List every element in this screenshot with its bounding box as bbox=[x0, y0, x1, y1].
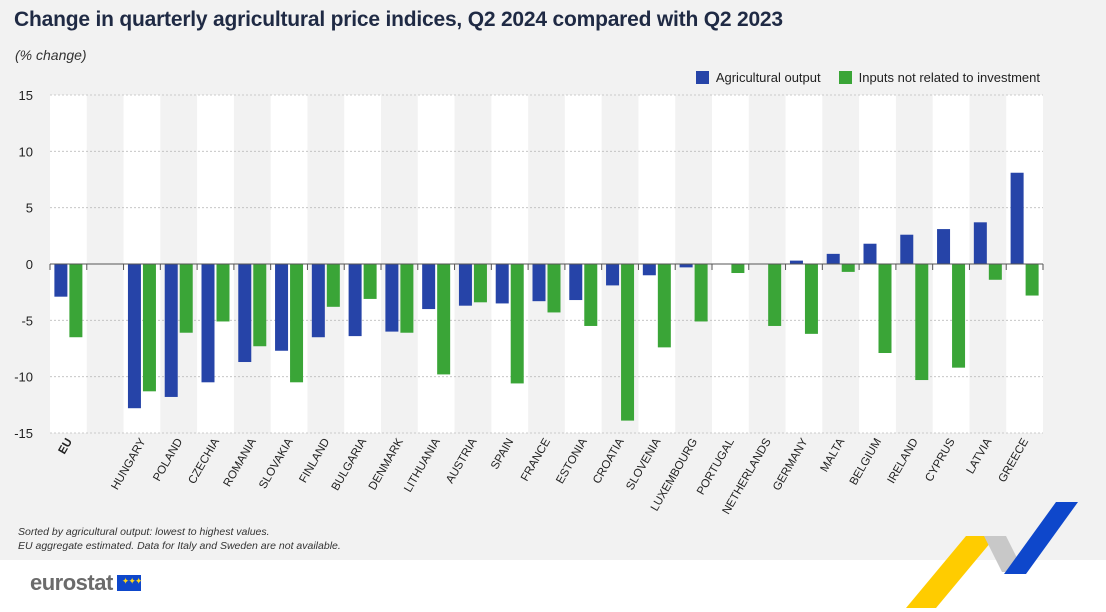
bar-inputs bbox=[473, 264, 487, 303]
legend-swatch-inputs bbox=[838, 71, 852, 84]
bar-output bbox=[385, 264, 399, 332]
bar-output bbox=[348, 264, 362, 337]
legend-item-inputs: Inputs not related to investment bbox=[838, 70, 1040, 85]
category-label: GREECE bbox=[997, 436, 1032, 484]
category-label: PORTUGAL bbox=[695, 436, 737, 497]
bar-output bbox=[532, 264, 546, 302]
bar-output bbox=[275, 264, 289, 351]
category-label: FINLAND bbox=[297, 437, 332, 486]
brand-swoosh-icon bbox=[906, 502, 1078, 608]
category-label: POLAND bbox=[151, 437, 185, 484]
footnotes: Sorted by agricultural output: lowest to… bbox=[18, 525, 341, 553]
category-label: HUNGARY bbox=[109, 436, 148, 492]
category-label: SLOVENIA bbox=[624, 436, 663, 492]
bar-inputs bbox=[915, 264, 929, 381]
category-label: SPAIN bbox=[489, 437, 516, 472]
category-label: CZECHIA bbox=[186, 436, 222, 486]
category-label: EU bbox=[57, 437, 75, 457]
bar-inputs bbox=[952, 264, 966, 368]
legend-item-output: Agricultural output bbox=[695, 70, 821, 85]
category-label: BULGARIA bbox=[330, 436, 370, 493]
category-label: IRELAND bbox=[886, 437, 921, 486]
bar-output bbox=[201, 264, 215, 383]
bar-output bbox=[679, 264, 693, 268]
category-label: ESTONIA bbox=[554, 436, 590, 486]
bar-inputs bbox=[290, 264, 304, 383]
bar-inputs bbox=[142, 264, 156, 392]
y-tick-label: 10 bbox=[19, 144, 33, 159]
category-label: MALTA bbox=[819, 436, 848, 474]
footnote-estimate: EU aggregate estimated. Data for Italy a… bbox=[18, 540, 341, 552]
bar-inputs bbox=[510, 264, 524, 384]
bar-inputs bbox=[437, 264, 451, 375]
bar-inputs bbox=[363, 264, 377, 299]
bar-inputs bbox=[621, 264, 635, 421]
bar-output bbox=[973, 222, 987, 264]
bar-inputs bbox=[547, 264, 561, 313]
y-tick-label: 15 bbox=[19, 88, 33, 103]
bar-inputs bbox=[326, 264, 340, 307]
bar-inputs bbox=[400, 264, 414, 333]
legend-label-inputs: Inputs not related to investment bbox=[858, 70, 1040, 85]
bar-output bbox=[164, 264, 178, 397]
bar-output bbox=[422, 264, 436, 310]
bar-inputs bbox=[694, 264, 708, 322]
y-tick-label: 0 bbox=[26, 257, 33, 272]
category-label: LITHUANIA bbox=[402, 436, 443, 494]
eu-flag-icon: ✦✦✦ bbox=[116, 575, 142, 591]
y-tick-label: -5 bbox=[21, 313, 33, 328]
logo-text: eurostat bbox=[30, 570, 113, 595]
bar-output bbox=[1010, 172, 1024, 264]
bar-inputs bbox=[768, 264, 782, 326]
bar-output bbox=[826, 253, 840, 264]
category-label: ROMANIA bbox=[222, 436, 259, 489]
category-label: BELGIUM bbox=[848, 437, 884, 488]
bar-inputs bbox=[988, 264, 1002, 280]
bar-inputs bbox=[841, 264, 855, 272]
category-label: AUSTRIA bbox=[444, 436, 479, 485]
legend: Agricultural output Inputs not related t… bbox=[695, 70, 1040, 85]
bar-inputs bbox=[878, 264, 892, 354]
bar-output bbox=[900, 234, 914, 264]
category-label: CROATIA bbox=[591, 436, 627, 486]
legend-label-output: Agricultural output bbox=[715, 70, 821, 85]
chart-subtitle: (% change) bbox=[15, 47, 87, 63]
chart-plot: 15 10 5 0 -5 -10 -15 EU HUNGARY POLAND CZECHIA ROMA… bbox=[14, 88, 1044, 517]
bar-inputs bbox=[584, 264, 598, 326]
bar-output bbox=[569, 264, 583, 301]
bar-inputs bbox=[69, 264, 83, 338]
category-label: LATVIA bbox=[965, 436, 995, 476]
bar-output bbox=[863, 243, 877, 264]
bar-inputs bbox=[179, 264, 193, 333]
bar-inputs bbox=[731, 264, 745, 274]
legend-swatch-output bbox=[695, 71, 709, 84]
bar-output bbox=[311, 264, 325, 338]
y-tick-label: 5 bbox=[26, 201, 33, 216]
footnote-sort: Sorted by agricultural output: lowest to… bbox=[18, 526, 270, 538]
category-label: FRANCE bbox=[519, 436, 553, 483]
y-tick-label: -10 bbox=[14, 370, 33, 385]
category-label: GERMANY bbox=[771, 436, 811, 493]
chart-title: Change in quarterly agricultural price i… bbox=[14, 8, 783, 31]
eurostat-logo: eurostat ✦✦✦ bbox=[30, 570, 142, 596]
bar-output bbox=[937, 229, 951, 264]
bar-inputs bbox=[657, 264, 671, 348]
category-label: SLOVAKIA bbox=[257, 436, 296, 491]
bar-inputs bbox=[804, 264, 818, 334]
bar-inputs bbox=[1025, 264, 1039, 296]
bar-output bbox=[458, 264, 472, 306]
bar-inputs bbox=[253, 264, 267, 347]
bar-output bbox=[606, 264, 620, 286]
y-tick-label: -15 bbox=[14, 426, 33, 441]
bar-output bbox=[54, 264, 68, 297]
bar-output bbox=[127, 264, 141, 409]
bar-output bbox=[789, 260, 803, 264]
bar-output bbox=[238, 264, 252, 363]
bar-inputs bbox=[216, 264, 230, 322]
category-label: DENMARK bbox=[367, 436, 406, 492]
bar-output bbox=[642, 264, 656, 276]
bar-output bbox=[495, 264, 509, 304]
category-label: CYPRUS bbox=[923, 436, 958, 484]
